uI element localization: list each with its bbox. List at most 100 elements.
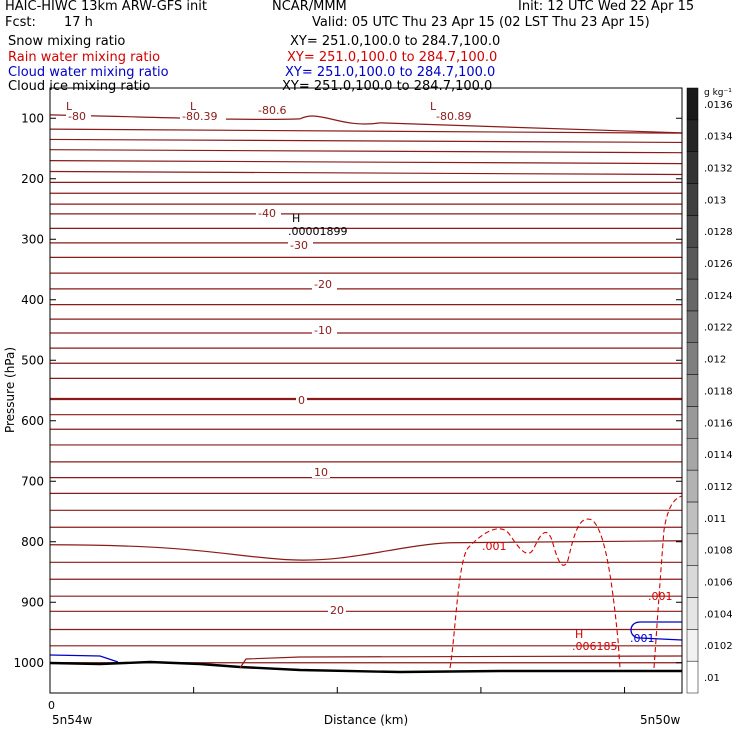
plot-frame — [49, 87, 683, 694]
temperature-contour-line — [49, 170, 683, 176]
colorbar-segment — [686, 533, 699, 566]
rain-water-contour — [449, 518, 621, 669]
y-tick-label: 500 — [21, 353, 44, 367]
x-axis-start-label: 5n54w — [52, 713, 93, 727]
colorbar-segment — [686, 374, 699, 407]
temperature-label: -10 — [314, 324, 332, 337]
colorbar-tick-label: .01 — [704, 673, 720, 684]
y-tick-label: 400 — [21, 293, 44, 307]
cloud-water-contour — [630, 621, 683, 641]
y-tick-label: 1000 — [13, 656, 44, 670]
colorbar-tick-label: .0136 — [704, 100, 733, 111]
y-axis-label: Pressure (hPa) — [3, 347, 17, 433]
colorbar-segment — [686, 660, 699, 694]
colorbar-tick-label: .013 — [704, 195, 726, 206]
terrain-profile — [49, 660, 682, 674]
colorbar-segment — [686, 342, 699, 375]
field-name-snow: Snow mixing ratio — [8, 34, 126, 49]
rain-water-contour — [653, 495, 683, 669]
field-name-rain: Rain water mixing ratio — [8, 50, 161, 65]
colorbar-segment — [686, 87, 699, 121]
colorbar-segment — [686, 469, 699, 503]
colorbar-tick-label: .0126 — [704, 259, 733, 270]
colorbar-segment — [686, 501, 699, 535]
rain-water-label: .006185 — [572, 640, 618, 653]
y-tick-label: 900 — [21, 595, 44, 609]
temperature-label: 10 — [314, 466, 328, 479]
temperature-label: -80.6 — [258, 104, 286, 117]
x-axis-label: Distance (km) — [324, 713, 408, 727]
x-axis-end-label: 5n50w — [640, 713, 681, 727]
temperature-label: 20 — [330, 604, 344, 617]
colorbar-tick-label: .0108 — [704, 546, 733, 557]
temperature-label-bg — [66, 110, 91, 122]
colorbar-segment — [686, 629, 699, 662]
temperature-contour-line — [49, 128, 683, 134]
colorbar-segment — [686, 151, 699, 184]
temperature-contour-line — [49, 138, 683, 144]
y-tick-label: 300 — [21, 232, 44, 246]
temperature-label-bg — [296, 394, 307, 406]
extremum-marker: L — [190, 100, 197, 113]
temperature-contour-line — [49, 160, 683, 165]
extremum-value: .00001899 — [288, 225, 348, 238]
y-tick-label: 600 — [21, 414, 44, 428]
x-axis-ticks — [49, 687, 626, 693]
colorbar-segment — [686, 246, 699, 280]
extremum-marker: L — [430, 100, 437, 113]
temperature-contour-line — [49, 114, 683, 134]
field-xy-snow: XY= 251.0,100.0 to 284.7,100.0 — [290, 34, 501, 49]
field-name-cloud-ice: Cloud ice mixing ratio — [8, 79, 151, 94]
colorbar-segment — [686, 278, 699, 312]
colorbar-segment — [686, 310, 699, 343]
colorbar-tick-label: .0128 — [704, 227, 733, 238]
colorbar-tick-label: .0116 — [704, 418, 733, 429]
temperature-label-bg — [180, 110, 226, 122]
colorbar-segment — [686, 183, 699, 216]
y-tick-label: 100 — [21, 111, 44, 125]
temperature-label-bg — [288, 239, 313, 251]
y-tick-label: 700 — [21, 474, 44, 488]
valid-time: Valid: 05 UTC Thu 23 Apr 15 (02 LST Thu … — [312, 15, 650, 30]
terrain-line — [49, 655, 683, 674]
temperature-label-bg — [434, 110, 480, 122]
colorbar-tick-label: .0132 — [704, 164, 733, 175]
colorbar-unit: g kg⁻¹ — [704, 88, 732, 98]
organization-label: NCAR/MMM — [272, 0, 347, 14]
temperature-label-bg — [328, 604, 346, 616]
extremum-marker: H — [292, 212, 300, 225]
field-xy-cloud-water: XY= 251.0,100.0 to 284.7,100.0 — [285, 65, 496, 80]
colorbar-tick-label: .0114 — [704, 450, 733, 461]
temperature-label-bg — [312, 466, 330, 478]
temperature-label-bg — [256, 207, 281, 219]
rain-water-extremum: H — [575, 628, 583, 641]
field-xy-cloud-ice: XY= 251.0,100.0 to 284.7,100.0 — [282, 79, 493, 94]
colorbar-segment — [686, 597, 699, 630]
cloud-water-contour — [49, 654, 119, 663]
colorbar-tick-label: .0106 — [704, 577, 733, 588]
temperature-label-bg — [256, 104, 295, 116]
cloud-water-label: .001 — [630, 632, 655, 645]
init-time: Init: 12 UTC Wed 22 Apr 15 — [518, 0, 695, 14]
temperature-contours — [49, 114, 683, 664]
extremum-marker: L — [66, 100, 73, 113]
cloud-water-contours: .001 — [49, 621, 683, 663]
colorbar-tick-label: .0102 — [704, 641, 733, 652]
temperature-label: -40 — [258, 207, 276, 220]
colorbar-tick-label: .012 — [704, 355, 726, 366]
y-tick-label: 800 — [21, 535, 44, 549]
forecast-label: Fcst: — [5, 15, 36, 30]
temperature-label: -80.89 — [436, 110, 471, 123]
temperature-label-bg — [312, 324, 337, 336]
temperature-contour-line — [49, 149, 683, 154]
temperature-contour-line — [49, 540, 683, 561]
temperature-label: -30 — [290, 239, 308, 252]
colorbar-segment — [686, 565, 699, 598]
colorbar-tick-label: .011 — [704, 514, 726, 525]
colorbar-segment — [686, 438, 699, 471]
forecast-hours: 17 h — [64, 15, 93, 30]
colorbar-tick-label: .0104 — [704, 609, 733, 620]
colorbar-tick-label: .0124 — [704, 291, 733, 302]
